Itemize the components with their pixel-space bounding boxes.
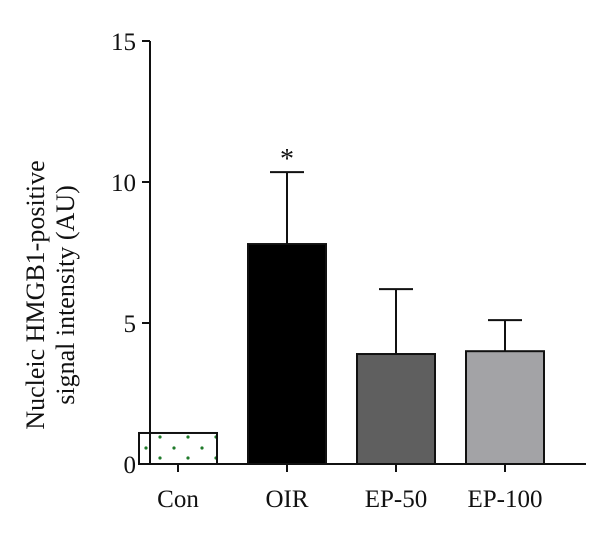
y-axis-title-line-2: signal intensity (AU): [51, 185, 80, 405]
bar-ep-50: [356, 353, 436, 465]
x-tick-label: Con: [157, 486, 199, 513]
y-axis-title: Nucleic HMGB1-positive signal intensity …: [21, 160, 80, 429]
y-tick-label: 0: [124, 452, 137, 479]
x-tick-label: EP-50: [365, 486, 428, 513]
y-axis-title-line-1: Nucleic HMGB1-positive: [21, 160, 50, 429]
y-tick-label: 10: [111, 170, 136, 197]
plot-area: 0 5 10 15 Con * OIR EP-50 EP-100: [111, 29, 586, 513]
y-tick-label: 15: [111, 29, 136, 56]
bar-con: [138, 431, 218, 466]
bar-ep-100: [465, 350, 545, 466]
y-tick-label: 5: [124, 311, 137, 338]
x-tick-label: OIR: [265, 486, 308, 513]
x-tick-label: EP-100: [468, 486, 543, 513]
significance-marker: *: [280, 144, 294, 175]
bar-oir: [247, 243, 327, 465]
